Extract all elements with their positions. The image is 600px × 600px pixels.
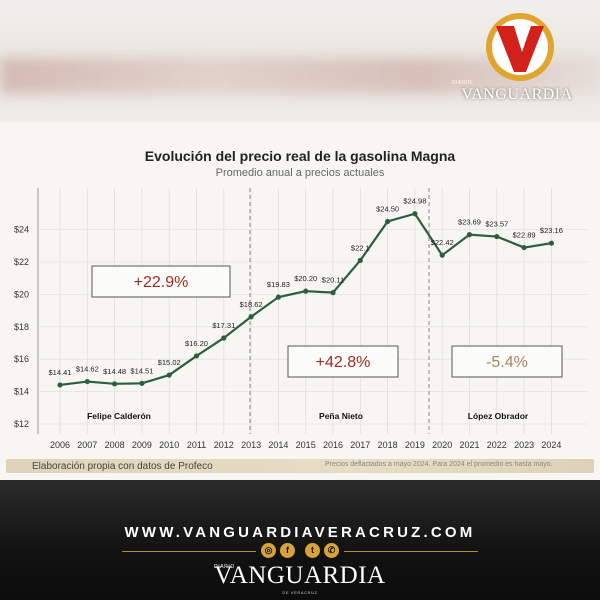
x-tick-label: 2021 [459,440,479,450]
logo-emblem-icon [486,13,554,81]
period-change-box [451,345,563,378]
data-point [248,314,254,320]
data-point [112,381,118,387]
x-tick-label: 2008 [105,440,125,450]
x-tick-label: 2012 [214,440,234,450]
data-point [139,380,145,386]
data-label: $23.57 [485,220,508,229]
footer-diario-text: DIARIO [214,564,235,570]
x-tick-label: 2024 [541,440,561,450]
data-point [57,382,63,388]
data-point [166,372,172,378]
x-tick-label: 2009 [132,440,152,450]
x-tick-label: 2016 [323,440,343,450]
data-label: $20.11 [322,276,344,285]
period-name-label: Felipe Calderón [87,411,151,421]
data-label: $24.98 [403,197,426,206]
x-tick-label: 2023 [514,440,534,450]
data-point [330,290,336,296]
x-tick-label: 2017 [350,440,370,450]
chart-title: Evolución del precio real de la gasolina… [144,148,456,164]
logo-diario-text: DIARIO [452,80,473,86]
data-point [275,294,281,300]
data-point [385,218,391,225]
y-tick-label: $18 [14,322,29,332]
x-tick-label: 2014 [268,440,288,450]
whatsapp-icon[interactable]: ✆ [324,543,339,558]
facebook-icon[interactable]: f [280,543,295,558]
x-tick-label: 2022 [487,440,507,450]
period-change-value: +22.9% [134,274,189,291]
data-label: $18.62 [240,300,263,309]
period-name-label: López Obrador [468,411,529,421]
footer: WWW.VANGUARDIAVERACRUZ.COM ◎ f t ✆ DIARI… [0,480,600,600]
period-name-label: Peña Nieto [319,411,363,421]
x-tick-label: 2013 [241,440,261,450]
x-tick-label: 2011 [187,440,206,450]
period-change-value: -5.4% [486,354,528,371]
twitter-icon[interactable]: t [305,543,320,558]
divider-left [122,551,256,552]
data-label: $16.20 [185,339,208,348]
data-point [548,240,555,246]
data-label: $14.62 [76,365,99,374]
data-point [84,378,90,385]
x-tick-label: 2007 [77,440,97,450]
vanguardia-logo[interactable]: DIARIO VANGUARDIA [452,10,582,110]
y-tick-label: $24 [14,225,29,235]
data-point [193,353,200,359]
data-point [357,257,363,263]
data-label: $15.02 [158,358,181,367]
data-label: $14.41 [49,368,72,377]
line-chart: $12 $14 $16 $18 $20 $22 $24 2006 2007 2008 2009 201… [14,188,588,450]
data-label: $22.42 [431,238,454,247]
x-tick-label: 2018 [378,440,398,450]
data-label: $23.69 [458,218,481,227]
y-tick-label: $16 [14,354,29,364]
data-label: $14.51 [130,366,153,375]
data-label: $22.1 [351,243,370,252]
data-point [221,335,227,341]
data-point [521,244,527,251]
data-label: $20.20 [294,274,317,283]
data-label: $14.48 [103,367,126,376]
data-label: $19.83 [267,280,290,289]
x-tick-label: 2006 [50,440,70,450]
data-point [303,288,309,294]
logo-brand-text: VANGUARDIA [461,86,573,103]
y-tick-label: $20 [14,289,29,299]
y-tick-label: $14 [14,387,29,397]
x-tick-label: 2020 [432,440,452,450]
chart-panel: Evolución del precio real de la gasolina… [0,122,600,480]
website-link[interactable]: WWW.VANGUARDIAVERACRUZ.COM [124,524,476,541]
period-change-value: +42.8% [316,354,371,371]
data-point [494,233,500,240]
footer-sub: DE VERACRUZ [282,590,318,595]
data-label: $17.31 [212,321,235,330]
deflation-note: Precios deflactados a mayo 2024. Para 20… [325,461,553,468]
source-text: Elaboración propia con datos de Profeco [32,461,213,472]
footer-brand: VANGUARDIA [214,562,386,589]
data-label: $24.50 [376,205,399,214]
y-tick-label: $22 [14,257,29,267]
divider-right [344,551,478,552]
data-point [412,211,418,217]
data-point [466,232,473,238]
data-label: $22.89 [513,231,536,240]
x-tick-label: 2019 [405,440,425,450]
source-bar [6,459,594,473]
instagram-icon[interactable]: ◎ [261,543,276,558]
data-point [439,252,445,258]
x-tick-label: 2015 [296,440,316,450]
x-tick-label: 2010 [159,440,179,450]
period-change-box [91,265,231,298]
chart-subtitle: Promedio anual a precios actuales [215,167,385,179]
y-tick-label: $12 [14,419,29,429]
data-label: $23.16 [540,226,563,235]
period-change-box [287,345,399,378]
